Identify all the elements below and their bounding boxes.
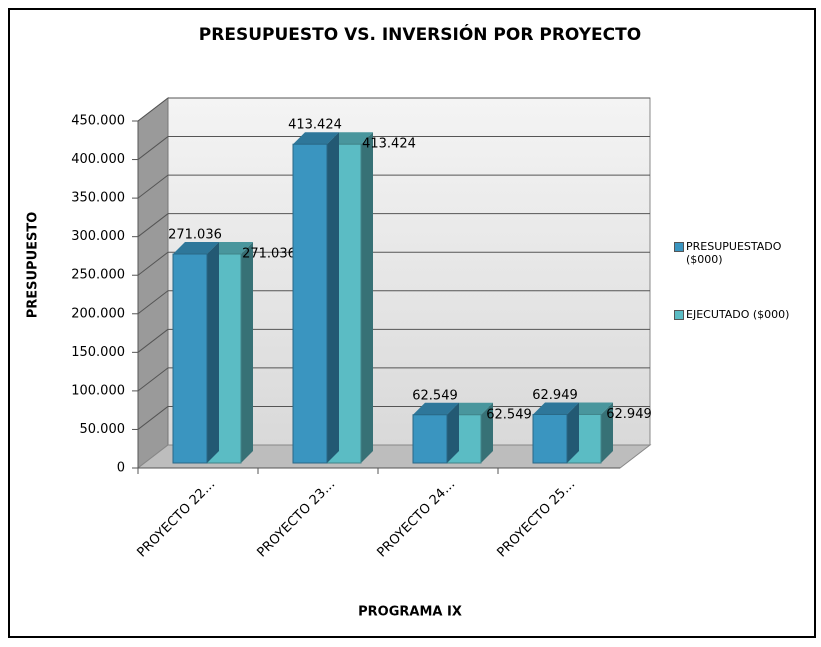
data-label: 413.424: [362, 137, 416, 152]
x-axis-label: PROGRAMA IX: [358, 605, 462, 620]
legend-label: PRESUPUESTADO ($000): [686, 240, 782, 266]
x-tick-label: PROYECTO 22…: [135, 477, 219, 561]
grid-line: [137, 136, 169, 160]
bar-side: [567, 402, 579, 463]
bar-top: [173, 242, 219, 255]
y-tick-label: 150.000: [71, 345, 125, 360]
x-tick-label: PROYECTO 24…: [375, 477, 459, 561]
y-tick-label: 250.000: [71, 268, 125, 283]
y-tick-label: 50.000: [80, 422, 126, 437]
grid-line: [137, 251, 169, 276]
x-tick-label: PROYECTO 25…: [495, 477, 579, 561]
side-wall: [137, 96, 169, 470]
bar-side: [241, 242, 253, 463]
bar-side: [481, 402, 493, 463]
y-tick-label: 200.000: [71, 306, 125, 321]
legend-swatch: [674, 242, 684, 252]
data-label: 62.949: [606, 407, 652, 422]
data-label: 62.549: [412, 388, 458, 403]
grid-line: [137, 290, 169, 315]
y-tick-label: 100.000: [71, 383, 125, 398]
chart-title: PRESUPUESTO VS. INVERSIÓN POR PROYECTO: [199, 23, 641, 45]
grid-line: [137, 97, 169, 122]
bar: [532, 413, 568, 464]
legend-swatch: [674, 310, 684, 320]
bar: [292, 143, 328, 464]
grid-line: [137, 213, 169, 238]
bar-top: [533, 402, 579, 415]
bar-top: [293, 132, 339, 145]
y-tick-label: 350.000: [71, 191, 125, 206]
data-label: 62.549: [486, 407, 532, 422]
data-label: 62.949: [532, 388, 578, 403]
y-tick-label: 400.000: [71, 152, 125, 167]
bar: [412, 414, 448, 464]
bar: [172, 253, 208, 464]
grid-line: [137, 328, 169, 353]
bar-side: [601, 402, 613, 463]
y-tick-label: 450.000: [71, 114, 125, 129]
data-label: 271.036: [168, 228, 222, 243]
legend-item: EJECUTADO ($000): [674, 308, 809, 321]
y-tick-label: 300.000: [71, 229, 125, 244]
data-label: 413.424: [288, 118, 342, 133]
y-axis-label: PRESUPUESTO: [26, 212, 41, 319]
bar-side: [361, 132, 373, 463]
x-tick-label: PROYECTO 23…: [255, 477, 339, 561]
grid-line: [137, 174, 169, 199]
y-tick-label: 0: [117, 461, 125, 476]
bar-side: [327, 132, 339, 463]
grid-line: [137, 406, 169, 430]
grid-line: [137, 367, 169, 392]
bar-side: [447, 402, 459, 463]
chart-frame: [8, 8, 816, 638]
data-label: 271.036: [242, 247, 296, 262]
legend-label: EJECUTADO ($000): [686, 308, 790, 321]
bar-top: [413, 402, 459, 415]
legend-item: PRESUPUESTADO ($000): [674, 240, 809, 266]
bar-side: [207, 242, 219, 463]
